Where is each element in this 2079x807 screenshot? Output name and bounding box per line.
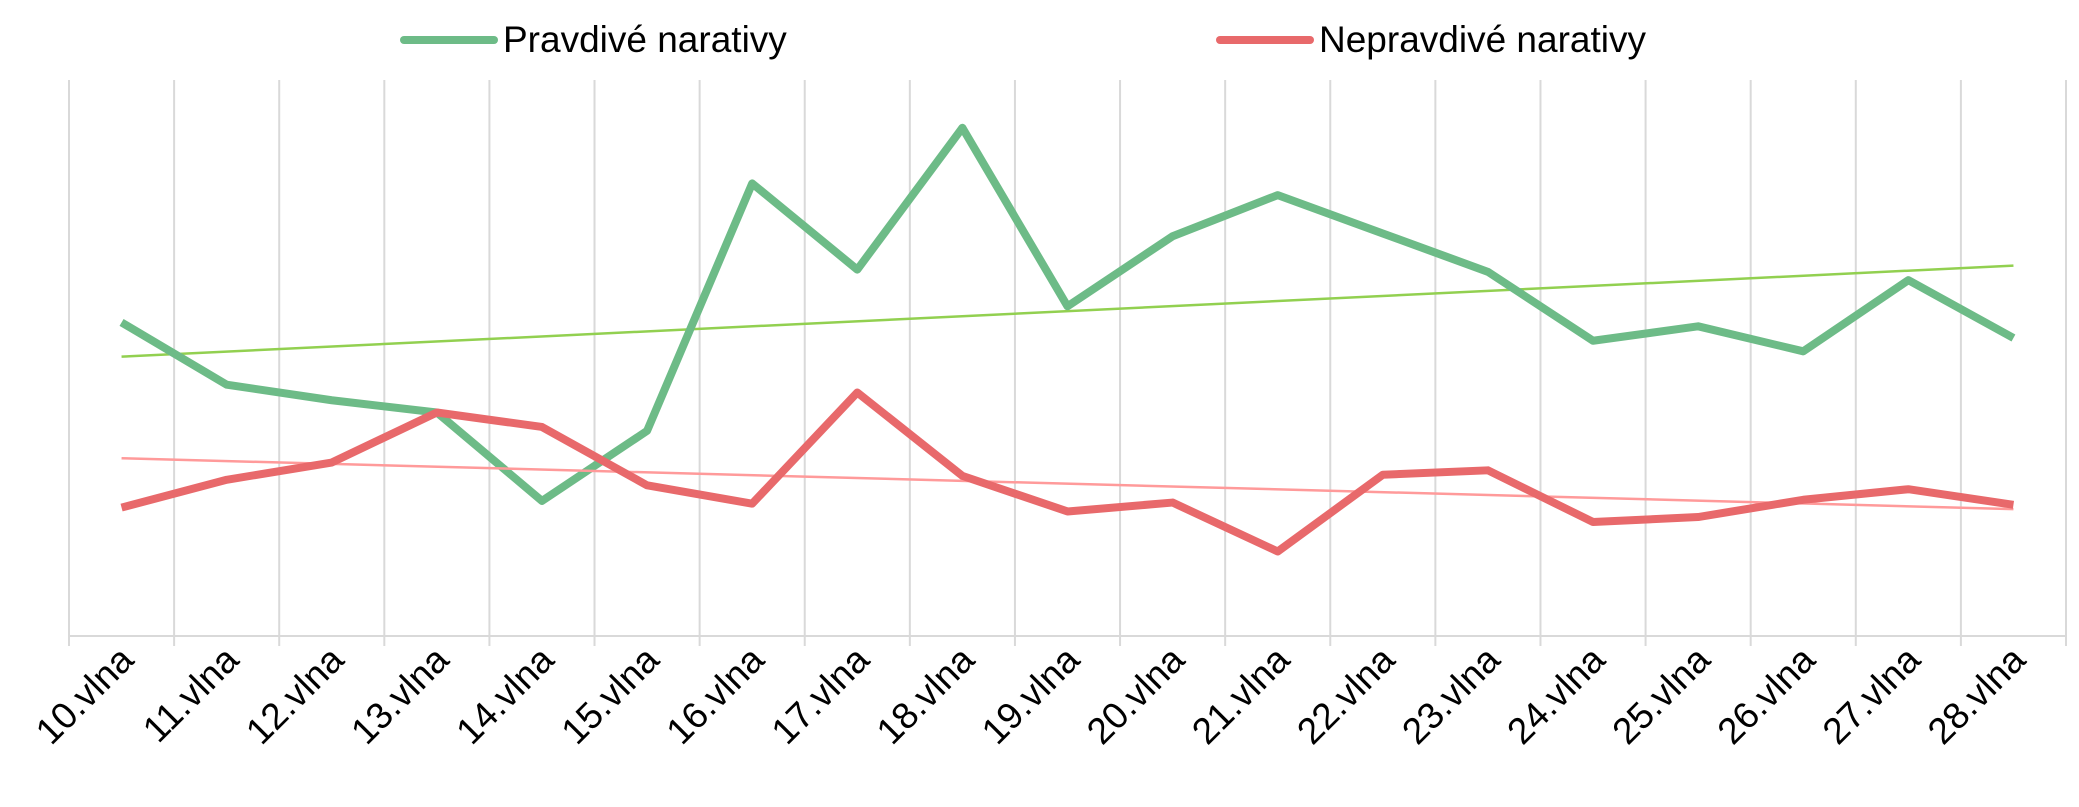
trendline — [121, 264, 2014, 358]
x-tick-label: 18.vlna — [869, 638, 983, 752]
x-tick-label: 23.vlna — [1394, 638, 1508, 752]
trendline — [121, 456, 2014, 511]
legend-label: Nepravdivé narativy — [1319, 19, 1646, 60]
x-tick-label: 22.vlna — [1289, 638, 1403, 752]
legend-label: Pravdivé narativy — [503, 19, 787, 60]
x-tick-label: 27.vlna — [1815, 638, 1929, 752]
x-tick-label: 20.vlna — [1079, 638, 1193, 752]
x-tick-label: 28.vlna — [1920, 638, 2034, 752]
x-tick-label: 11.vlna — [135, 638, 247, 750]
x-tick-label: 14.vlna — [448, 638, 562, 752]
x-tick-label: 13.vlna — [343, 638, 457, 752]
x-tick-label: 26.vlna — [1710, 638, 1824, 752]
data-line — [119, 123, 2016, 505]
x-tick-label: 24.vlna — [1499, 638, 1613, 752]
x-tick-label: 15.vlna — [553, 638, 667, 752]
x-tick-label: 12.vlna — [238, 638, 352, 752]
x-tick-label: 16.vlna — [658, 638, 772, 752]
x-tick-label: 21.vlna — [1184, 638, 1298, 752]
x-tick-label: 19.vlna — [974, 638, 1088, 752]
data-line — [120, 388, 2015, 556]
x-tick-label: 17.vlna — [764, 638, 878, 752]
x-tick-label: 25.vlna — [1604, 638, 1718, 752]
x-tick-label: 10.vlna — [28, 638, 142, 752]
